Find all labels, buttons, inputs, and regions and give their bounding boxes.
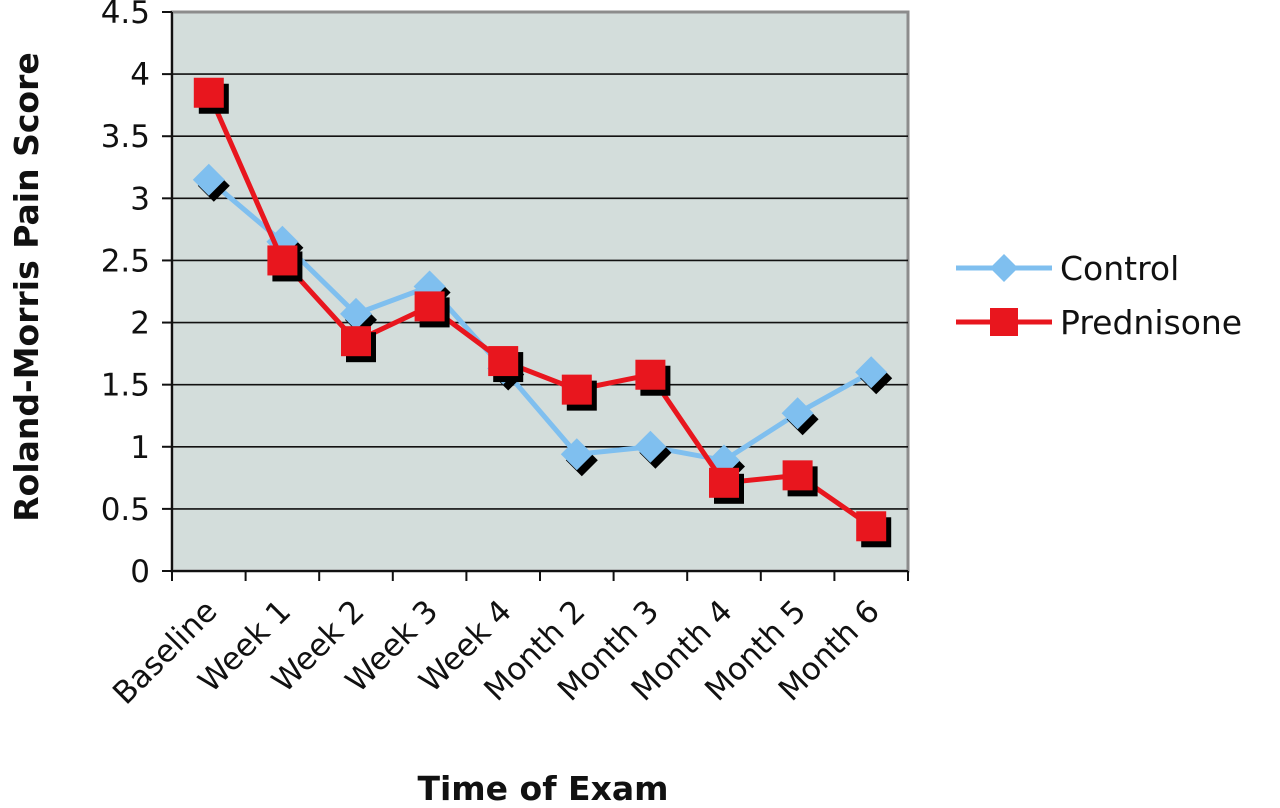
square-point <box>341 326 371 357</box>
square-point <box>414 291 445 322</box>
diamond-point <box>634 430 667 463</box>
diamond-point <box>192 163 225 196</box>
series-prednisone <box>193 77 892 548</box>
series-line-prednisone <box>206 91 873 529</box>
y-tick-label: 3.5 <box>101 119 150 155</box>
y-tick-label: 3 <box>130 181 150 217</box>
legend-label: Prednisone <box>1060 303 1242 342</box>
y-tick-label: 1.5 <box>101 368 150 404</box>
diamond-point <box>781 397 814 430</box>
y-axis-ticks: 0 0.5 1 1.5 2 2.5 3 3.5 4 4.5 <box>101 0 173 590</box>
x-axis-title: Time of Exam <box>417 769 668 808</box>
legend-diamond-marker <box>990 254 1018 282</box>
square-point <box>709 467 739 498</box>
legend-label: Control <box>1060 249 1179 288</box>
series-layer <box>192 77 893 548</box>
diamond-point <box>855 356 888 389</box>
y-tick-label: 4 <box>130 57 150 93</box>
y-tick-label: 2.5 <box>101 243 150 279</box>
legend-item-control: Control <box>956 249 1179 288</box>
legend-item-prednisone: Prednisone <box>956 303 1242 342</box>
square-point <box>561 374 592 405</box>
square-point <box>488 346 519 377</box>
y-tick-label: 0.5 <box>101 492 150 528</box>
legend: Control Prednisone <box>956 249 1242 342</box>
y-tick-label: 1 <box>130 430 150 466</box>
diamond-point <box>560 438 593 471</box>
square-point <box>635 359 666 390</box>
square-point <box>782 460 813 491</box>
y-tick-label: 0 <box>130 554 150 590</box>
y-axis-title: Roland-Morris Pain Score <box>7 52 46 522</box>
series-line-control <box>207 177 873 463</box>
square-point <box>267 245 298 276</box>
x-tick-label: Baseline <box>106 593 224 711</box>
y-tick-label: 4.5 <box>101 0 150 31</box>
diamond-point <box>340 297 372 330</box>
y-tick-label: 2 <box>130 306 150 342</box>
legend-square-marker <box>990 308 1018 336</box>
square-point <box>193 77 224 108</box>
square-point <box>856 511 887 542</box>
